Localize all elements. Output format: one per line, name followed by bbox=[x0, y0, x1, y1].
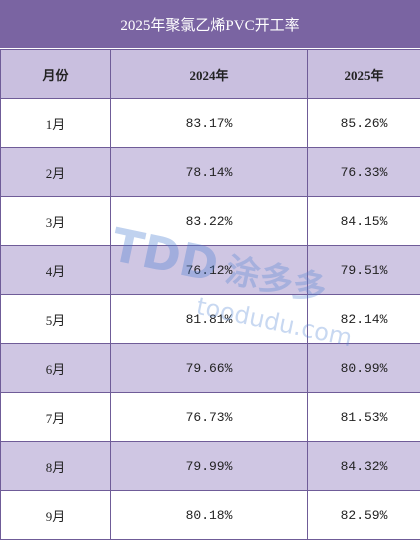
table-row: 2月 78.14% 76.33% bbox=[0, 147, 420, 197]
value-cell: 79.66% bbox=[110, 343, 308, 393]
month-cell: 2月 bbox=[0, 147, 111, 197]
header-cell: 2025年 bbox=[307, 49, 420, 99]
value-cell: 82.59% bbox=[307, 490, 420, 540]
value-cell: 76.33% bbox=[307, 147, 420, 197]
table-row: 8月 79.99% 84.32% bbox=[0, 441, 420, 491]
value-cell: 82.14% bbox=[307, 294, 420, 344]
value-cell: 84.32% bbox=[307, 441, 420, 491]
value-cell: 85.26% bbox=[307, 98, 420, 148]
header-cell: 2024年 bbox=[110, 49, 308, 99]
header-row: 月份 2024年 2025年 bbox=[0, 49, 420, 99]
table-row: 3月 83.22% 84.15% bbox=[0, 196, 420, 246]
table-row: 5月 81.81% 82.14% bbox=[0, 294, 420, 344]
table-row: 6月 79.66% 80.99% bbox=[0, 343, 420, 393]
month-cell: 6月 bbox=[0, 343, 111, 393]
table-row: 1月 83.17% 85.26% bbox=[0, 98, 420, 148]
value-cell: 83.17% bbox=[110, 98, 308, 148]
table-row: 9月 80.18% 82.59% bbox=[0, 490, 420, 540]
month-cell: 4月 bbox=[0, 245, 111, 295]
month-cell: 3月 bbox=[0, 196, 111, 246]
value-cell: 80.18% bbox=[110, 490, 308, 540]
value-cell: 78.14% bbox=[110, 147, 308, 197]
value-cell: 76.12% bbox=[110, 245, 308, 295]
month-cell: 9月 bbox=[0, 490, 111, 540]
table-row: 4月 76.12% 79.51% bbox=[0, 245, 420, 295]
month-cell: 1月 bbox=[0, 98, 111, 148]
table-title: 2025年聚氯乙烯PVC开工率 bbox=[0, 0, 420, 48]
value-cell: 79.99% bbox=[110, 441, 308, 491]
month-cell: 5月 bbox=[0, 294, 111, 344]
value-cell: 81.53% bbox=[307, 392, 420, 442]
table: 月份 2024年 2025年 1月 83.17% 85.26% 2月 78.14% 76.33%… bbox=[0, 49, 420, 540]
value-cell: 76.73% bbox=[110, 392, 308, 442]
table-row: 7月 76.73% 81.53% bbox=[0, 392, 420, 442]
value-cell: 79.51% bbox=[307, 245, 420, 295]
month-cell: 7月 bbox=[0, 392, 111, 442]
value-cell: 80.99% bbox=[307, 343, 420, 393]
value-cell: 84.15% bbox=[307, 196, 420, 246]
value-cell: 83.22% bbox=[110, 196, 308, 246]
value-cell: 81.81% bbox=[110, 294, 308, 344]
month-cell: 8月 bbox=[0, 441, 111, 491]
header-cell: 月份 bbox=[0, 49, 111, 99]
